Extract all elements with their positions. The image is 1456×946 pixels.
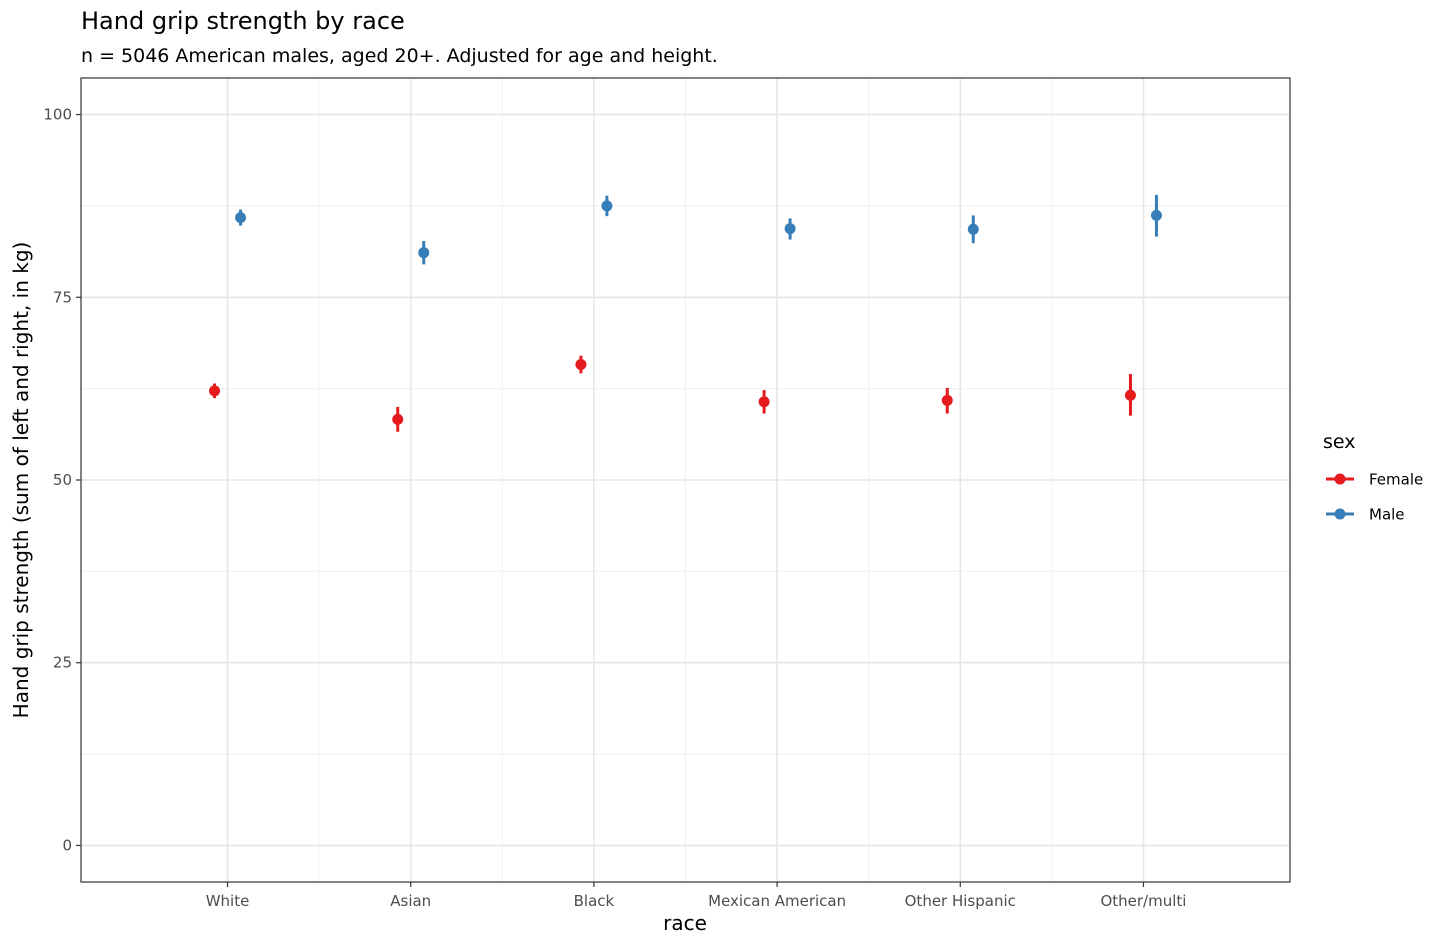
female-point: [392, 413, 404, 425]
chart-title: Hand grip strength by race: [81, 7, 405, 35]
x-tick-label: White: [206, 892, 250, 910]
female-point: [1124, 389, 1136, 401]
y-tick-label: 75: [53, 288, 72, 306]
legend-title: sex: [1323, 431, 1356, 453]
x-tick-label: Asian: [390, 892, 431, 910]
female-point: [575, 359, 587, 371]
y-tick-label: 50: [53, 471, 72, 489]
female-point: [941, 394, 953, 406]
data-marks: [209, 194, 1162, 432]
x-tick-label: Other/multi: [1100, 892, 1186, 910]
legend-label-female: Female: [1369, 471, 1423, 489]
y-axis-title: Hand grip strength (sum of left and righ…: [9, 242, 33, 719]
male-point: [601, 200, 613, 212]
x-tick-label: Black: [574, 892, 615, 910]
female-point: [758, 396, 770, 408]
legend-key-point-female: [1334, 473, 1346, 485]
legend-label-male: Male: [1369, 506, 1405, 524]
y-tick-label: 100: [43, 106, 72, 124]
x-axis: White Asian Black Mexican American Other His…: [206, 882, 1186, 910]
y-axis: 0 25 50 75 100: [43, 106, 81, 854]
major-gridlines: [81, 78, 1290, 882]
male-point: [1150, 209, 1162, 221]
legend: sex Female Male: [1323, 431, 1423, 524]
female-point: [209, 385, 221, 397]
male-point: [235, 212, 247, 224]
male-point: [784, 223, 796, 235]
male-point: [418, 247, 430, 259]
chart-subtitle: n = 5046 American males, aged 20+. Adjus…: [81, 45, 718, 67]
y-tick-label: 25: [53, 654, 72, 672]
x-tick-label: Other Hispanic: [905, 892, 1016, 910]
male-point: [967, 223, 979, 235]
x-tick-label: Mexican American: [708, 892, 846, 910]
x-axis-title: race: [663, 911, 707, 935]
legend-key-point-male: [1334, 508, 1346, 520]
y-tick-label: 0: [62, 836, 72, 854]
